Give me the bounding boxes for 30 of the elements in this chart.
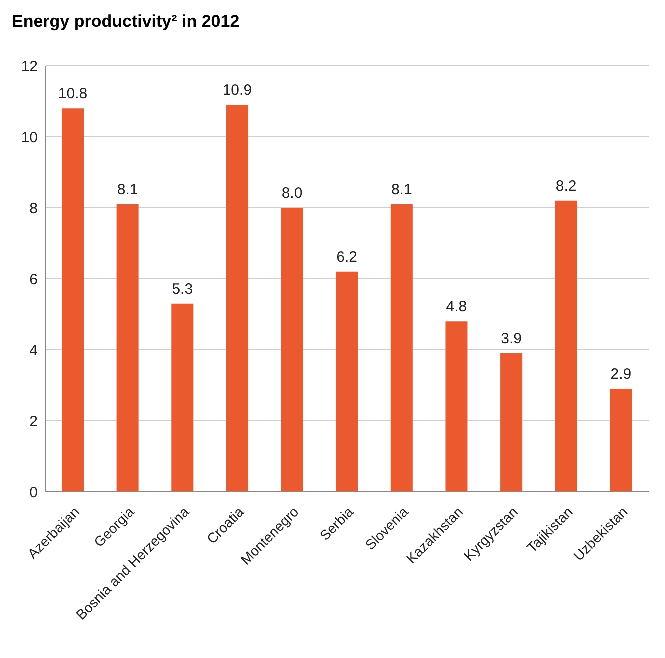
y-tick-label: 10 bbox=[21, 129, 38, 146]
y-tick-label: 0 bbox=[30, 484, 38, 502]
chart-title: Energy productivity² in 2012 bbox=[12, 12, 240, 31]
y-tick-label: 8 bbox=[30, 200, 38, 218]
bar bbox=[62, 108, 84, 492]
y-tick-label: 2 bbox=[30, 413, 38, 430]
bar bbox=[446, 322, 468, 492]
data-label: 8.1 bbox=[117, 181, 138, 198]
y-tick-label: 12 bbox=[21, 58, 38, 76]
bar bbox=[500, 354, 523, 492]
bar bbox=[172, 304, 194, 492]
y-tick-label: 4 bbox=[30, 342, 38, 360]
data-label: 4.8 bbox=[446, 298, 468, 316]
data-label: 8.1 bbox=[391, 181, 412, 198]
data-label: 10.9 bbox=[222, 82, 252, 100]
bar bbox=[555, 200, 578, 492]
bar bbox=[610, 389, 632, 492]
data-label: 8.0 bbox=[282, 185, 303, 202]
y-tick-label: 6 bbox=[30, 271, 38, 288]
data-label: 10.8 bbox=[58, 86, 88, 103]
data-label: 3.9 bbox=[501, 330, 522, 348]
data-label: 8.2 bbox=[556, 178, 577, 195]
bar bbox=[281, 208, 304, 492]
bar bbox=[226, 105, 248, 492]
bar bbox=[336, 272, 358, 492]
data-label: 6.2 bbox=[336, 248, 358, 266]
data-label: 5.3 bbox=[172, 280, 194, 298]
bar bbox=[390, 204, 413, 492]
data-label: 2.9 bbox=[610, 366, 632, 384]
bar bbox=[116, 204, 139, 492]
